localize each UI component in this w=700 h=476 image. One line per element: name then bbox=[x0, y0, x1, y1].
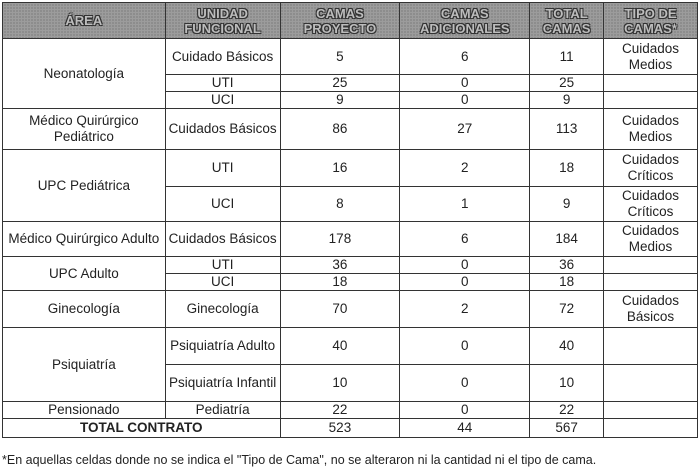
proyecto-cell: 40 bbox=[279, 327, 401, 365]
proyecto-cell: 22 bbox=[279, 401, 401, 419]
header-area: ÁREA bbox=[2, 2, 166, 39]
header-row: ÁREA UNIDAD FUNCIONAL CAMAS PROYECTO CAM… bbox=[2, 2, 698, 39]
header-unidad: UNIDAD FUNCIONAL bbox=[164, 2, 281, 39]
tipo-cell bbox=[603, 273, 698, 291]
total-cell: 184 bbox=[529, 221, 605, 257]
unidad-cell: Psiquiatría Adulto bbox=[164, 327, 281, 365]
table-row: Ginecología Ginecología 70 2 72 Cuidados Bási… bbox=[2, 290, 698, 328]
unidad-cell: Cuidados Básicos bbox=[164, 221, 281, 257]
tipo-cell bbox=[603, 327, 698, 365]
unidad-cell: UCI bbox=[164, 273, 281, 291]
tipo-cell: Cuidados Críticos bbox=[603, 149, 698, 187]
total-cell: 113 bbox=[529, 108, 605, 150]
table-row: Médico Quirúrgico Adulto Cuidados Básicos… bbox=[2, 221, 698, 257]
header-adicionales: CAMAS ADICIONALES bbox=[399, 2, 531, 39]
unidad-cell: UTI bbox=[164, 149, 281, 187]
total-cell: 40 bbox=[529, 327, 605, 365]
unidad-cell: Ginecología bbox=[164, 290, 281, 328]
table-row: Pensionado Pediatría 22 0 22 bbox=[2, 401, 698, 419]
tipo-cell bbox=[603, 401, 698, 419]
proyecto-cell: 86 bbox=[279, 108, 401, 150]
proyecto-cell: 5 bbox=[279, 38, 401, 75]
total-cell: 25 bbox=[529, 74, 605, 92]
footnote: *En aquellas celdas donde no se indica e… bbox=[2, 453, 597, 467]
table-row: Médico Quirúrgico Pediátrico Cuidados Bás… bbox=[2, 108, 698, 150]
total-label: TOTAL CONTRATO bbox=[2, 418, 281, 438]
proyecto-cell: 9 bbox=[279, 91, 401, 109]
table-row: UPC Adulto UTI 36 0 36 bbox=[2, 256, 698, 291]
table-row: UCI 9 0 9 bbox=[3, 91, 698, 109]
unidad-cell: Psiquiatría Infantil bbox=[164, 364, 281, 402]
total-cell: 11 bbox=[529, 38, 605, 75]
total-proyecto: 523 bbox=[279, 418, 401, 438]
table-row: Neonatología Cuidado Básicos 5 6 11 Cuidados … bbox=[2, 38, 698, 109]
total-cell: 22 bbox=[529, 401, 605, 419]
area-cell: Ginecología bbox=[2, 290, 166, 328]
tipo-cell bbox=[603, 74, 698, 92]
unidad-cell: Cuidado Básicos bbox=[164, 38, 281, 75]
proyecto-cell: 36 bbox=[279, 256, 401, 274]
beds-table: ÁREA UNIDAD FUNCIONAL CAMAS PROYECTO CAM… bbox=[2, 2, 698, 438]
tipo-cell bbox=[603, 256, 698, 274]
area-cell: Médico Quirúrgico Pediátrico bbox=[2, 108, 166, 150]
tipo-cell: Cuidados Críticos bbox=[603, 186, 698, 222]
area-cell: UPC Pediátrica bbox=[2, 149, 166, 222]
tipo-cell: Cuidados Medios bbox=[603, 38, 698, 75]
proyecto-cell: 18 bbox=[279, 273, 401, 291]
adicionales-cell: 0 bbox=[399, 327, 531, 365]
total-cell: 9 bbox=[529, 186, 605, 222]
unidad-cell: Pediatría bbox=[164, 401, 281, 419]
adicionales-cell: 6 bbox=[399, 38, 531, 75]
total-cell: 10 bbox=[529, 364, 605, 402]
total-cell: 9 bbox=[529, 91, 605, 109]
area-cell: Neonatología bbox=[2, 38, 166, 109]
tipo-cell bbox=[603, 364, 698, 402]
tipo-cell: Cuidados Básicos bbox=[603, 290, 698, 328]
header-total: TOTAL CAMAS bbox=[529, 2, 605, 39]
adicionales-cell: 0 bbox=[399, 273, 531, 291]
proyecto-cell: 70 bbox=[279, 290, 401, 328]
unidad-cell: Cuidados Básicos bbox=[164, 108, 281, 150]
proyecto-cell: 10 bbox=[279, 364, 401, 402]
tipo-cell: Cuidados Medios bbox=[603, 108, 698, 150]
proyecto-cell: 16 bbox=[279, 149, 401, 187]
adicionales-cell: 0 bbox=[399, 91, 531, 109]
table-row: UCI 18 0 18 bbox=[3, 273, 698, 291]
proyecto-cell: 178 bbox=[279, 221, 401, 257]
area-cell: Psiquiatría bbox=[2, 327, 166, 402]
tipo-cell: Cuidados Medios bbox=[603, 221, 698, 257]
total-cell: 36 bbox=[529, 256, 605, 274]
header-tipo: TIPO DE CAMAS* bbox=[603, 2, 698, 39]
unidad-cell: UCI bbox=[164, 186, 281, 222]
unidad-cell: UCI bbox=[164, 91, 281, 109]
area-cell: Pensionado bbox=[2, 401, 166, 419]
total-total: 567 bbox=[529, 418, 605, 438]
unidad-cell: UTI bbox=[164, 74, 281, 92]
adicionales-cell: 0 bbox=[399, 256, 531, 274]
adicionales-cell: 0 bbox=[399, 401, 531, 419]
adicionales-cell: 27 bbox=[399, 108, 531, 150]
adicionales-cell: 2 bbox=[399, 290, 531, 328]
table-row: Psiquiatría Infantil 10 0 10 bbox=[3, 364, 698, 402]
unidad-cell: UTI bbox=[164, 256, 281, 274]
proyecto-cell: 25 bbox=[279, 74, 401, 92]
total-tipo bbox=[603, 418, 698, 438]
adicionales-cell: 6 bbox=[399, 221, 531, 257]
table-row: UPC Pediátrica UTI 16 2 18 Cuidados Críticos bbox=[2, 149, 698, 222]
area-cell: UPC Adulto bbox=[2, 256, 166, 291]
total-cell: 72 bbox=[529, 290, 605, 328]
header-proyecto: CAMAS PROYECTO bbox=[279, 2, 401, 39]
total-cell: 18 bbox=[529, 149, 605, 187]
adicionales-cell: 0 bbox=[399, 364, 531, 402]
adicionales-cell: 1 bbox=[399, 186, 531, 222]
proyecto-cell: 8 bbox=[279, 186, 401, 222]
tipo-cell bbox=[603, 91, 698, 109]
adicionales-cell: 2 bbox=[399, 149, 531, 187]
total-row: TOTAL CONTRATO 523 44 567 bbox=[2, 418, 698, 438]
total-cell: 18 bbox=[529, 273, 605, 291]
table-row: Psiquiatría Psiquiatría Adulto 40 0 40 bbox=[2, 327, 698, 402]
adicionales-cell: 0 bbox=[399, 74, 531, 92]
area-cell: Médico Quirúrgico Adulto bbox=[2, 221, 166, 257]
total-adicionales: 44 bbox=[399, 418, 531, 438]
